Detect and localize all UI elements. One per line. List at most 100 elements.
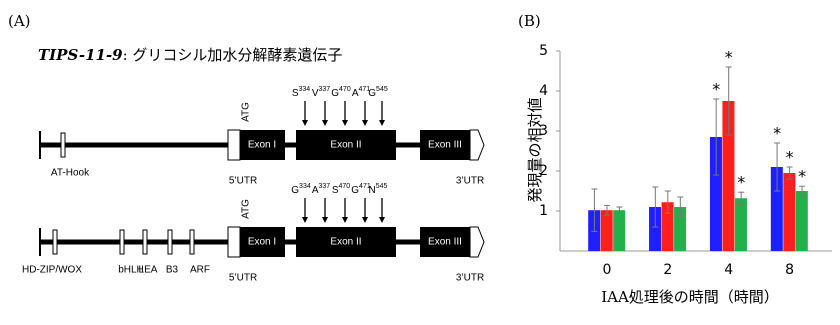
residue-label: A337 [312, 183, 330, 196]
arrow-head [379, 217, 385, 223]
residue-aa: A [352, 88, 359, 99]
exon-box [240, 130, 285, 160]
residue-position: 471 [358, 86, 370, 93]
significance-mark: * [725, 48, 733, 67]
domain-label: HD-ZIP/WOX [22, 265, 82, 276]
exon-box [420, 130, 470, 160]
residue-position: 470 [338, 183, 350, 190]
residue-position: 471 [359, 183, 371, 190]
x-axis-label: IAA処理後の時間（時間） [601, 288, 779, 306]
y-axis-label: 発現量の相対値 [526, 97, 544, 202]
exon-label: Exon III [428, 140, 462, 151]
exon-box [296, 227, 396, 257]
y-tick-label: 3 [539, 123, 548, 139]
residue-aa: G [331, 88, 339, 99]
bar [600, 210, 613, 251]
domain-label: ARF [190, 265, 210, 276]
domain-box [142, 229, 148, 255]
residue-aa: A [312, 185, 319, 196]
residue-label: S470 [332, 183, 350, 196]
residue-aa: S [332, 185, 339, 196]
utr5-box [227, 129, 241, 161]
bar [661, 202, 674, 251]
domain-box [167, 229, 173, 255]
residue-position: 337 [318, 183, 330, 190]
panel-label: (B) [518, 12, 541, 30]
y-tick-label: 2 [539, 163, 548, 179]
bar [783, 173, 796, 251]
exon-label: Exon I [248, 140, 276, 151]
atg-label: ATG [241, 102, 252, 122]
residue-position: 470 [339, 86, 351, 93]
residue-label: G471 [351, 183, 371, 196]
x-tick-label: 8 [785, 262, 794, 278]
residue-position: 545 [376, 183, 388, 190]
arrow-head [322, 120, 328, 126]
arrow-head [379, 120, 385, 126]
residue-label: N545 [369, 183, 388, 196]
residue-aa: G [368, 88, 376, 99]
exon-box [296, 130, 396, 160]
residue-aa: S [292, 88, 299, 99]
bar [709, 137, 722, 251]
residue-label: A471 [352, 86, 370, 99]
utr3-arrow [469, 226, 485, 258]
bar [795, 191, 808, 251]
residue-label: G334 [291, 183, 311, 196]
arrow-head [362, 120, 368, 126]
utr3-label: 3’UTR [456, 273, 484, 284]
utr5-box [227, 226, 241, 258]
utr5-label: 5’UTR [229, 273, 257, 284]
residue-aa: V [312, 88, 319, 99]
bar [770, 167, 783, 251]
domain-label: bHLH [118, 265, 144, 276]
significance-mark: * [773, 124, 781, 143]
residue-label: S334 [292, 86, 310, 99]
arrow-head [342, 217, 348, 223]
exon-box [240, 227, 285, 257]
arrow-head [302, 120, 308, 126]
x-tick-label: 4 [724, 262, 733, 278]
residue-label: V337 [312, 86, 330, 99]
panel-label: (A) [8, 12, 31, 30]
y-tick-label: 5 [539, 43, 548, 59]
utr3-label: 3’UTR [456, 176, 484, 187]
exon-label: Exon I [248, 237, 276, 248]
residue-aa: G [291, 185, 299, 196]
gene-name: TIPS-11-9 [38, 46, 123, 64]
domain-box [189, 229, 195, 255]
utr3-arrow [469, 129, 485, 161]
arrow-head [362, 217, 368, 223]
domain-label: LEA [139, 265, 158, 276]
significance-mark: * [786, 148, 794, 167]
residue-position: 545 [376, 86, 388, 93]
residue-aa: G [351, 185, 359, 196]
domain-box [60, 132, 66, 158]
domain-label: B3 [166, 265, 179, 276]
panel-title: TIPS-11-9: グリコシル加水分解酵素遺伝子 [38, 46, 342, 64]
arrow-head [322, 217, 328, 223]
atg-label: ATG [241, 199, 252, 219]
exon-label: Exon III [428, 237, 462, 248]
exon-box [420, 227, 470, 257]
bar [613, 210, 626, 251]
bar [649, 207, 662, 251]
bar [734, 198, 747, 251]
utr5-label: 5’UTR [229, 176, 257, 187]
significance-mark: * [798, 167, 806, 186]
residue-position: 334 [299, 183, 311, 190]
bar [722, 101, 735, 251]
residue-position: 337 [318, 86, 330, 93]
exon-label: Exon II [330, 140, 361, 151]
residue-label: G545 [368, 86, 388, 99]
residue-aa: N [369, 185, 376, 196]
arrow-head [302, 217, 308, 223]
gene-diagrams: AT-Hook Exon I Exon II Exon III ATG 5’UTR 3’UT… [22, 86, 485, 284]
domain-label: AT-Hook [51, 168, 90, 179]
exon-label: Exon II [330, 237, 361, 248]
domain-box [52, 229, 58, 255]
bar [674, 207, 687, 251]
arrow-head [342, 120, 348, 126]
y-tick-label: 1 [539, 203, 548, 219]
